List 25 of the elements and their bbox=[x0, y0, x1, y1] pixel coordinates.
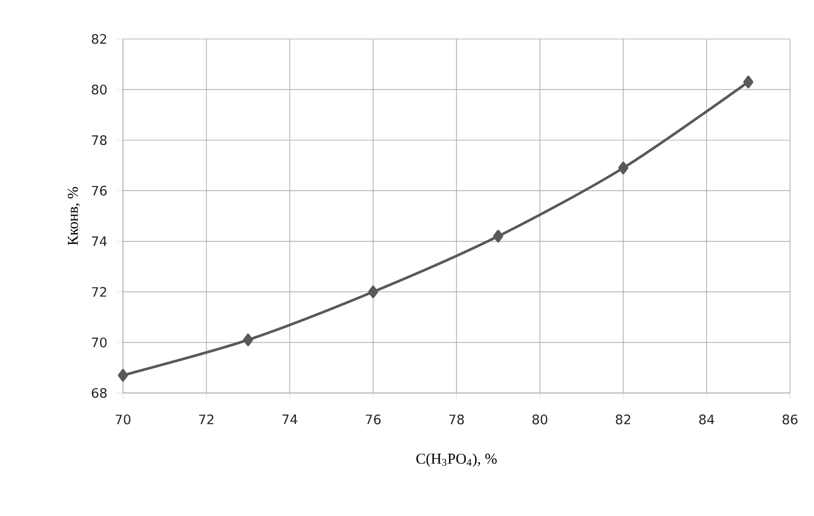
y-tick-label: 76 bbox=[92, 186, 107, 196]
point bbox=[618, 162, 628, 174]
point bbox=[368, 286, 378, 298]
x-axis-title: C(H$_{3}$PO$_{4}$), % bbox=[416, 453, 497, 467]
y-tick-label: 72 bbox=[92, 287, 106, 297]
y-tick-label: 74 bbox=[92, 236, 107, 246]
y-tick-label: 78 bbox=[92, 135, 107, 146]
x-tick-label: 76 bbox=[366, 414, 381, 424]
y-tick-label: 70 bbox=[92, 338, 107, 348]
x-tick-label: 78 bbox=[449, 414, 464, 424]
x-tick-label: 84 bbox=[699, 414, 714, 424]
y-axis-title: Кконв, % bbox=[68, 186, 80, 246]
x-tick-label: 80 bbox=[532, 414, 548, 424]
point bbox=[118, 368, 128, 382]
point bbox=[493, 230, 504, 243]
x-tick-label: 72 bbox=[199, 414, 214, 424]
point bbox=[243, 334, 254, 346]
x-tick-label: 74 bbox=[282, 414, 298, 424]
point bbox=[743, 76, 754, 88]
x-tick-label: 86 bbox=[782, 414, 798, 424]
x-tick-label: 70 bbox=[116, 414, 130, 424]
y-tick-label: 80 bbox=[92, 84, 107, 94]
y-tick-label: 68 bbox=[92, 388, 107, 398]
y-tick-label: 82 bbox=[92, 34, 106, 44]
x-tick-label: 82 bbox=[616, 414, 630, 424]
